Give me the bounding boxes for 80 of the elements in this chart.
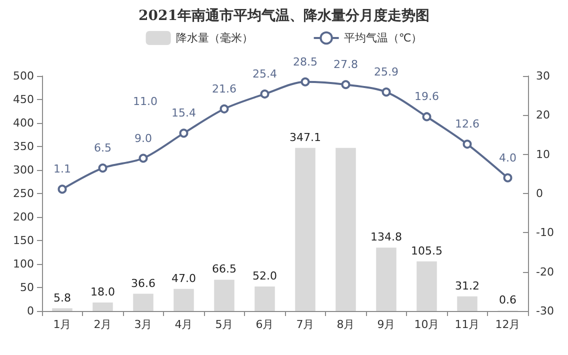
y-tick-label: 500 [13,70,34,82]
y-tick-label: 450 [13,93,34,106]
x-tick-label: 7月 [296,318,314,331]
point [260,90,270,99]
chart-title: 2021年南通市平均气温、降水量分月度走势图 [138,7,430,24]
point [422,112,432,122]
y2-tick-label: 0 [536,187,543,200]
point [58,184,67,194]
y-tick-label: 250 [13,187,34,200]
data-label: 28.5 [293,55,318,68]
x-tick-label: 1月 [53,318,72,331]
bar [336,148,356,311]
y2-tick-label: 20 [536,108,550,122]
data-label: 19.6 [414,90,439,104]
y2-tick-label: -30 [536,304,554,318]
data-label: 9.0 [134,132,152,145]
x-tick-label: 3月 [134,318,152,331]
data-label: 1.1 [54,162,71,176]
x-tick-label: 4月 [174,318,193,331]
point [382,88,391,97]
point [98,164,108,173]
x-tick-label: 8月 [336,318,355,331]
point [462,140,472,149]
data-label: 36.6 [131,276,156,290]
bar [416,261,437,311]
legend-label: 平均气温（℃） [344,32,422,44]
data-label: 25.4 [252,68,277,81]
y-tick-label: 350 [13,140,34,153]
data-label: 47.0 [172,272,196,285]
y-tick-label: 150 [13,234,34,247]
y2-tick-label: -10 [536,226,554,240]
y-tick-label: 50 [20,281,34,294]
point [341,80,350,90]
data-label: 0.6 [499,294,516,307]
y2-tick-label: -20 [536,265,554,278]
data-label: 4.0 [499,151,516,164]
data-label: 27.8 [334,58,358,72]
bar [295,148,316,311]
y-tick-label: 300 [13,164,34,176]
bar [52,308,72,311]
y-tick-label: 400 [13,116,34,130]
x-tick-label: 9月 [377,318,396,331]
bar [376,248,396,311]
y2-tick-label: 30 [536,70,550,82]
data-label: 347.1 [290,130,321,144]
point [503,173,512,182]
x-tick-label: 2月 [94,318,112,331]
data-label: 52.0 [252,270,277,283]
bar [457,296,478,311]
point [179,128,188,138]
data-label: 6.5 [94,142,112,155]
data-label: 134.8 [370,230,402,244]
bar [92,302,113,311]
y-tick-label: 200 [13,210,34,224]
y-tick-label: 0 [27,304,34,318]
data-label: 66.5 [212,262,236,276]
point [300,77,310,86]
y-tick-label: 100 [13,258,34,270]
data-label: 105.5 [411,244,442,258]
x-tick-label: 11月 [454,318,480,331]
bar [174,288,194,311]
x-tick-label: 6月 [256,318,274,331]
data-label: 18.0 [90,286,115,299]
data-label: 12.6 [455,118,480,131]
data-label: 25.9 [374,66,398,79]
bar [214,280,234,311]
data-label: 15.4 [172,106,196,120]
point [220,104,229,114]
point [138,154,148,163]
bar [133,294,154,311]
data-label: 5.8 [54,291,71,304]
x-tick-label: 10月 [414,318,440,331]
data-label: 21.6 [212,82,236,96]
x-tick-label: 5月 [215,318,234,331]
annotation: 11.0 [133,95,158,108]
y2-tick-label: 10 [536,148,550,161]
x-tick-label: 12月 [495,318,520,331]
legend-label: 降水量（毫米） [176,32,253,44]
data-label: 31.2 [455,279,480,292]
bar [254,286,275,311]
